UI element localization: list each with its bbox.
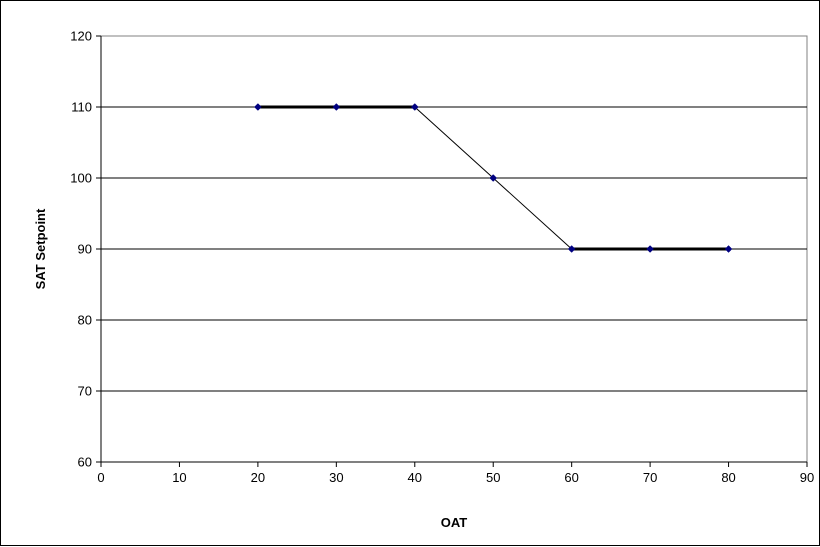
x-axis-title: OAT [441, 515, 468, 530]
x-tick-label: 60 [564, 470, 578, 485]
data-point-marker [567, 245, 576, 253]
x-tick-label: 0 [97, 470, 104, 485]
data-series [254, 103, 733, 253]
y-tick-label: 60 [78, 455, 92, 470]
grid-lines [101, 106, 807, 392]
data-point-marker [332, 103, 341, 111]
x-tick-label: 50 [486, 470, 500, 485]
y-tick-label: 70 [78, 384, 92, 399]
y-tick-label: 100 [70, 171, 92, 186]
data-point-marker [646, 245, 654, 253]
x-tick-label: 40 [408, 470, 422, 485]
series-line-segment [492, 177, 573, 250]
data-point-marker [489, 174, 498, 182]
x-tick-label: 70 [643, 470, 657, 485]
x-tick-label: 20 [251, 470, 265, 485]
y-tick-label: 90 [78, 242, 92, 257]
series-line-segment [414, 106, 494, 179]
data-point-marker [254, 103, 262, 111]
x-tick-label: 10 [172, 470, 186, 485]
data-point-marker [724, 245, 733, 253]
y-tick-label: 110 [71, 100, 92, 115]
x-tick-label: 90 [800, 470, 814, 485]
x-tick-label: 30 [329, 470, 343, 485]
y-tick-label: 120 [70, 29, 92, 44]
data-point-marker [410, 103, 419, 111]
x-tick-label: 80 [721, 470, 735, 485]
tick-labels: 60 70 80 90 100 110 120 0 10 20 30 40 50 60 70 80 90 [70, 29, 814, 486]
axes [96, 35, 808, 467]
y-tick-label: 80 [78, 313, 92, 328]
y-axis-title: SAT Setpoint [33, 208, 48, 289]
